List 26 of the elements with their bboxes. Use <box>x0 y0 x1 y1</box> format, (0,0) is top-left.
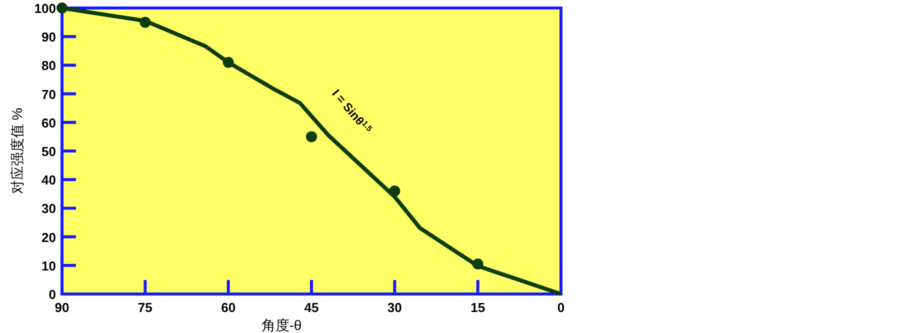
y-tick-label: 70 <box>42 86 56 102</box>
point <box>306 131 317 142</box>
point <box>472 258 484 270</box>
point <box>222 56 234 68</box>
y-tick-label: 80 <box>42 58 56 74</box>
x-tick-label: 75 <box>138 300 152 315</box>
y-tick-label: 100 <box>34 1 56 16</box>
y-tick-label: 0 <box>48 287 56 302</box>
x-tick-label: 15 <box>470 300 486 315</box>
y-tick-label: 30 <box>42 201 56 216</box>
x-axis-title: 角度-θ <box>261 317 302 333</box>
point <box>140 16 151 28</box>
point <box>389 186 400 197</box>
y-tick-label: 50 <box>42 144 56 159</box>
y-tick-label: 90 <box>42 30 56 45</box>
y-tick-label: 40 <box>42 172 56 188</box>
x-tick-label: 45 <box>304 300 319 315</box>
y-axis-title: 对应强度值 % <box>9 108 25 194</box>
x-tick-label: 30 <box>387 300 402 315</box>
point <box>56 2 68 14</box>
x-tick-label: 0 <box>557 300 565 315</box>
x-tick-label: 90 <box>54 300 70 315</box>
y-tick-label: 60 <box>42 115 56 130</box>
y-tick-label: 20 <box>42 230 56 245</box>
x-tick-label: 60 <box>221 300 236 315</box>
y-tick-label: 10 <box>42 258 56 274</box>
